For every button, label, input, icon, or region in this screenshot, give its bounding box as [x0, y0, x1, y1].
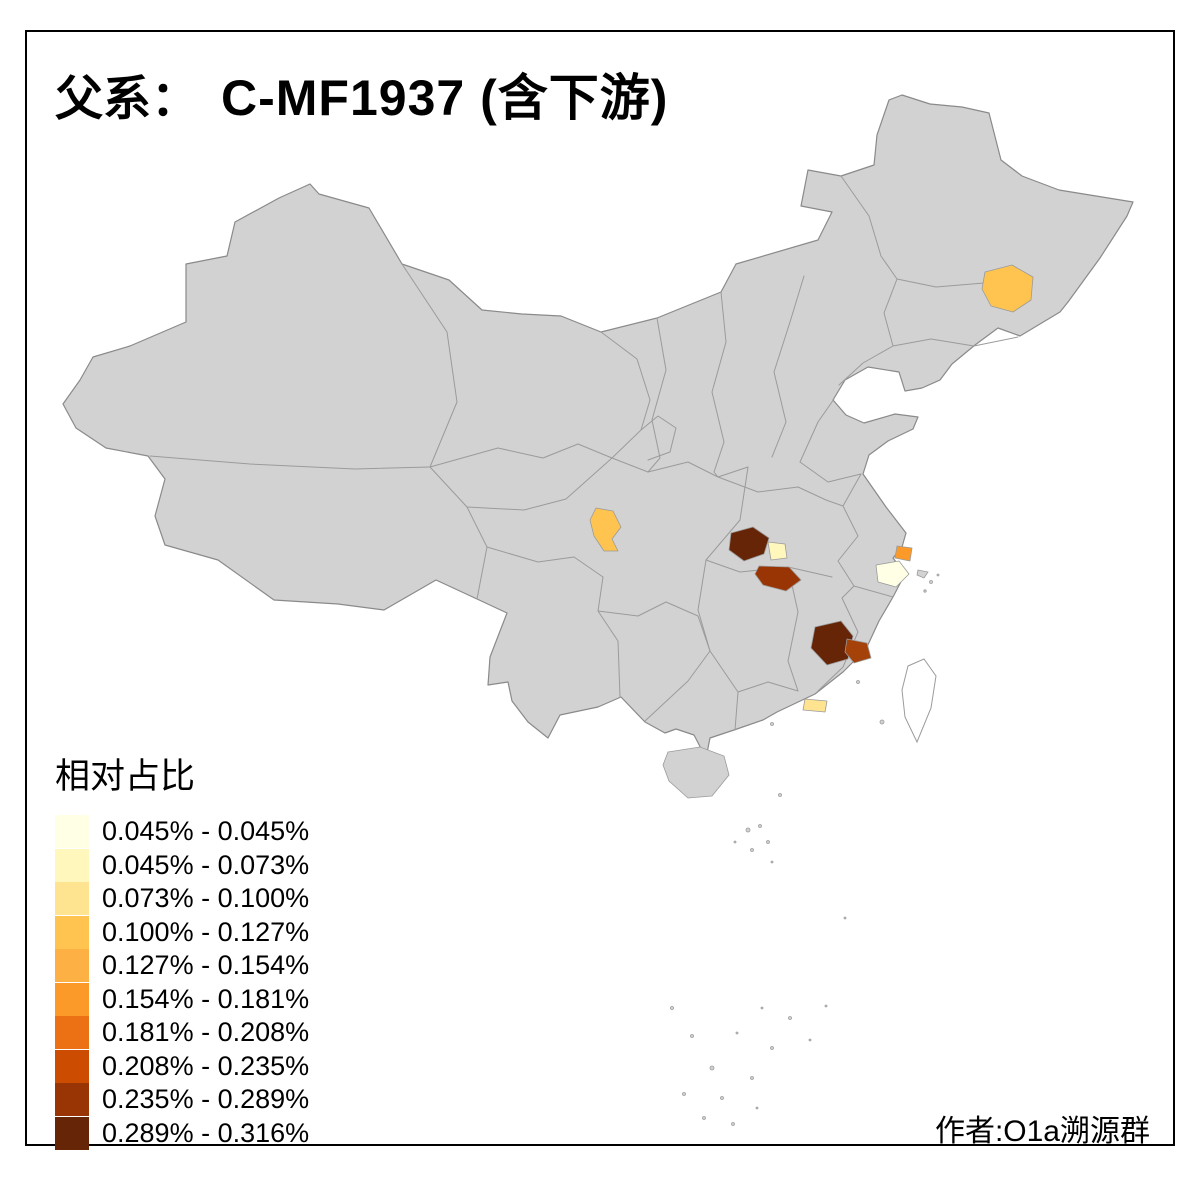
region-guangdong-pale-patch	[802, 698, 828, 713]
legend-item: 0.235% - 0.289%	[55, 1083, 309, 1117]
legend-item: 0.208% - 0.235%	[55, 1049, 310, 1084]
legend-label: 0.045% - 0.073%	[102, 849, 310, 880]
legend-swatch	[55, 815, 89, 849]
legend-title: 相对占比	[55, 757, 196, 796]
title-prefix: 父系：	[55, 73, 200, 126]
island-dot	[670, 1006, 674, 1010]
islet-dot	[923, 589, 927, 593]
region-shanghai-orange-patch	[894, 545, 913, 562]
legend-label: 0.073% - 0.100%	[102, 883, 310, 914]
island-dot	[843, 916, 847, 920]
islet-dot	[856, 680, 860, 684]
island-dot	[690, 1034, 694, 1038]
legend-label: 0.208% - 0.235%	[102, 1050, 310, 1081]
legend-item: 0.127% - 0.154%	[55, 949, 309, 983]
legend-item: 0.045% - 0.073%	[55, 848, 310, 883]
legend-item: 0.045% - 0.045%	[55, 815, 309, 849]
china-mainland-shape	[62, 94, 1134, 759]
region-shanghai-cream-patch	[875, 560, 910, 588]
island-dot	[770, 860, 774, 864]
legend-swatch	[55, 1016, 89, 1050]
island-dot	[755, 1106, 759, 1110]
legend-label: 0.154% - 0.181%	[102, 983, 310, 1014]
legend: 相对占比 0.045% - 0.045% 0.045% - 0.073% 0.0…	[55, 748, 309, 1150]
island-dot	[758, 824, 762, 828]
island-dot	[702, 1116, 706, 1120]
legend-label: 0.235% - 0.289%	[102, 1084, 310, 1115]
island-dot	[750, 848, 754, 852]
province-boundaries	[149, 175, 1031, 731]
taiwan-island	[901, 658, 937, 744]
region-hubei-dark-patch	[728, 526, 770, 562]
legend-swatch	[55, 1083, 89, 1117]
island-dot	[720, 1096, 724, 1100]
legend-swatch	[55, 982, 89, 1016]
island-dot	[750, 1076, 754, 1080]
island-dot	[808, 1038, 812, 1042]
legend-item: 0.181% - 0.208%	[55, 1016, 309, 1050]
author-credit: 作者:O1a溯源群	[934, 1115, 1150, 1148]
legend-label: 0.100% - 0.127%	[102, 916, 310, 947]
page-title: 父系： C-MF1937 (含下游)	[55, 58, 668, 130]
region-hunan-darkbrown-patch	[754, 565, 802, 592]
legend-swatch	[55, 1049, 89, 1083]
island-dot	[788, 1016, 792, 1020]
region-jiangxi-dark-patch	[810, 620, 854, 666]
region-fujian-brown-patch	[844, 638, 872, 664]
island-dot	[824, 1004, 828, 1008]
legend-swatch	[55, 915, 89, 949]
legend-swatch	[55, 848, 89, 882]
south-china-sea-islands	[670, 793, 847, 1126]
region-sichuan-patch	[589, 507, 622, 552]
islet-dot	[936, 573, 940, 577]
legend-label: 0.289% - 0.316%	[102, 1117, 310, 1148]
hainan-island	[662, 746, 730, 799]
penghu-islet	[879, 719, 885, 725]
legend-swatch	[55, 882, 89, 916]
island-dot	[778, 793, 782, 797]
title-haplogroup: C-MF1937 (含下游)	[221, 70, 669, 126]
region-northeast-patch	[981, 264, 1034, 313]
legend-swatch	[55, 1116, 89, 1150]
island-dot	[766, 840, 770, 844]
island-dot	[735, 1031, 739, 1035]
region-hubei-pale-patch	[767, 541, 788, 561]
coastal-islets	[770, 569, 940, 726]
islet-dot	[770, 722, 774, 726]
island-dot	[745, 827, 751, 833]
legend-item: 0.154% - 0.181%	[55, 982, 310, 1017]
island-dot	[760, 1006, 764, 1010]
island-dot	[709, 1065, 715, 1071]
legend-label: 0.045% - 0.045%	[102, 816, 310, 847]
legend-label: 0.181% - 0.208%	[102, 1017, 310, 1048]
legend-swatch	[55, 949, 89, 983]
island-dot	[731, 1122, 735, 1126]
zhoushan-islet	[916, 569, 929, 579]
island-dot	[682, 1092, 686, 1096]
legend-item: 0.100% - 0.127%	[55, 915, 310, 950]
highlighted-regions	[589, 264, 1034, 713]
island-dot	[733, 840, 737, 844]
legend-label: 0.127% - 0.154%	[102, 950, 310, 981]
legend-item: 0.073% - 0.100%	[55, 882, 309, 916]
islet-dot	[929, 580, 933, 584]
island-dot	[770, 1046, 774, 1050]
legend-item: 0.289% - 0.316%	[55, 1116, 310, 1151]
